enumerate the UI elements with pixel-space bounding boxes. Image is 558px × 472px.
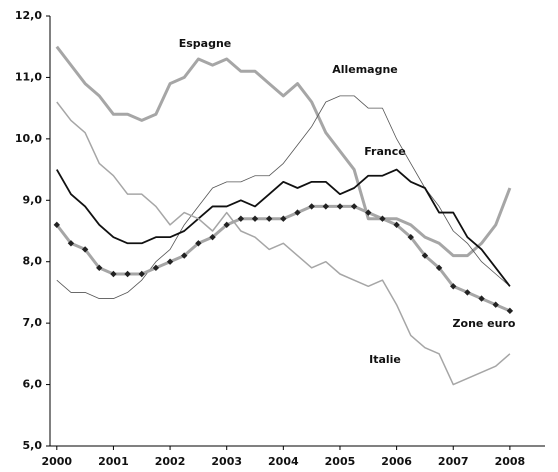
marker [336, 203, 344, 210]
series-label: France [364, 145, 405, 158]
marker [181, 252, 188, 259]
marker [138, 270, 145, 278]
x-tick-label: 2003 [211, 455, 242, 468]
marker [407, 233, 414, 241]
marker [96, 264, 103, 272]
label-box [446, 314, 522, 333]
x-tick-label: 2005 [325, 455, 356, 468]
marker [435, 264, 443, 272]
series-label: Zone euro [453, 317, 516, 330]
marker [450, 283, 457, 290]
x-tick-label: 2002 [155, 455, 186, 468]
y-tick-label: 6,0 [23, 378, 43, 391]
y-tick-label: 11,0 [15, 70, 42, 83]
marker [379, 215, 386, 222]
marker [350, 203, 358, 210]
marker [464, 289, 471, 296]
marker [322, 203, 330, 210]
marker [110, 270, 117, 278]
x-tick-label: 2004 [268, 455, 299, 468]
marker [67, 240, 75, 247]
x-tick-label: 2008 [495, 455, 526, 468]
marker [506, 307, 514, 315]
marker [294, 209, 301, 216]
series-line [56, 168, 511, 287]
marker [280, 215, 287, 222]
series-line [55, 204, 511, 313]
marker [53, 221, 60, 229]
marker [265, 215, 273, 222]
y-tick-label: 7,0 [23, 316, 43, 329]
marker [251, 215, 259, 222]
y-tick-label: 5,0 [23, 439, 43, 452]
y-tick-label: 12,0 [15, 9, 42, 22]
marker [421, 252, 429, 259]
marker [166, 258, 174, 265]
y-tick-label: 10,0 [15, 132, 42, 145]
x-tick-label: 2000 [41, 455, 72, 468]
marker [478, 295, 485, 302]
x-tick-label: 2006 [381, 455, 412, 468]
y-tick-label: 9,0 [23, 193, 43, 206]
marker [124, 270, 131, 278]
marker [237, 215, 245, 222]
marker [308, 203, 315, 210]
marker [365, 209, 372, 216]
marker [81, 246, 89, 253]
marker [393, 221, 400, 229]
marker [195, 240, 202, 247]
x-tick-label: 2001 [98, 455, 129, 468]
series-line [56, 95, 511, 299]
y-tick-label: 8,0 [23, 255, 43, 268]
marker [492, 301, 499, 308]
series-label: Italie [369, 353, 401, 366]
marker [223, 221, 230, 229]
series-line [56, 101, 511, 386]
marker [152, 264, 160, 272]
marker [209, 233, 216, 241]
series-label: Allemagne [332, 63, 398, 76]
series-line [55, 45, 512, 258]
x-tick-label: 2007 [438, 455, 469, 468]
series-label: Espagne [179, 37, 232, 50]
